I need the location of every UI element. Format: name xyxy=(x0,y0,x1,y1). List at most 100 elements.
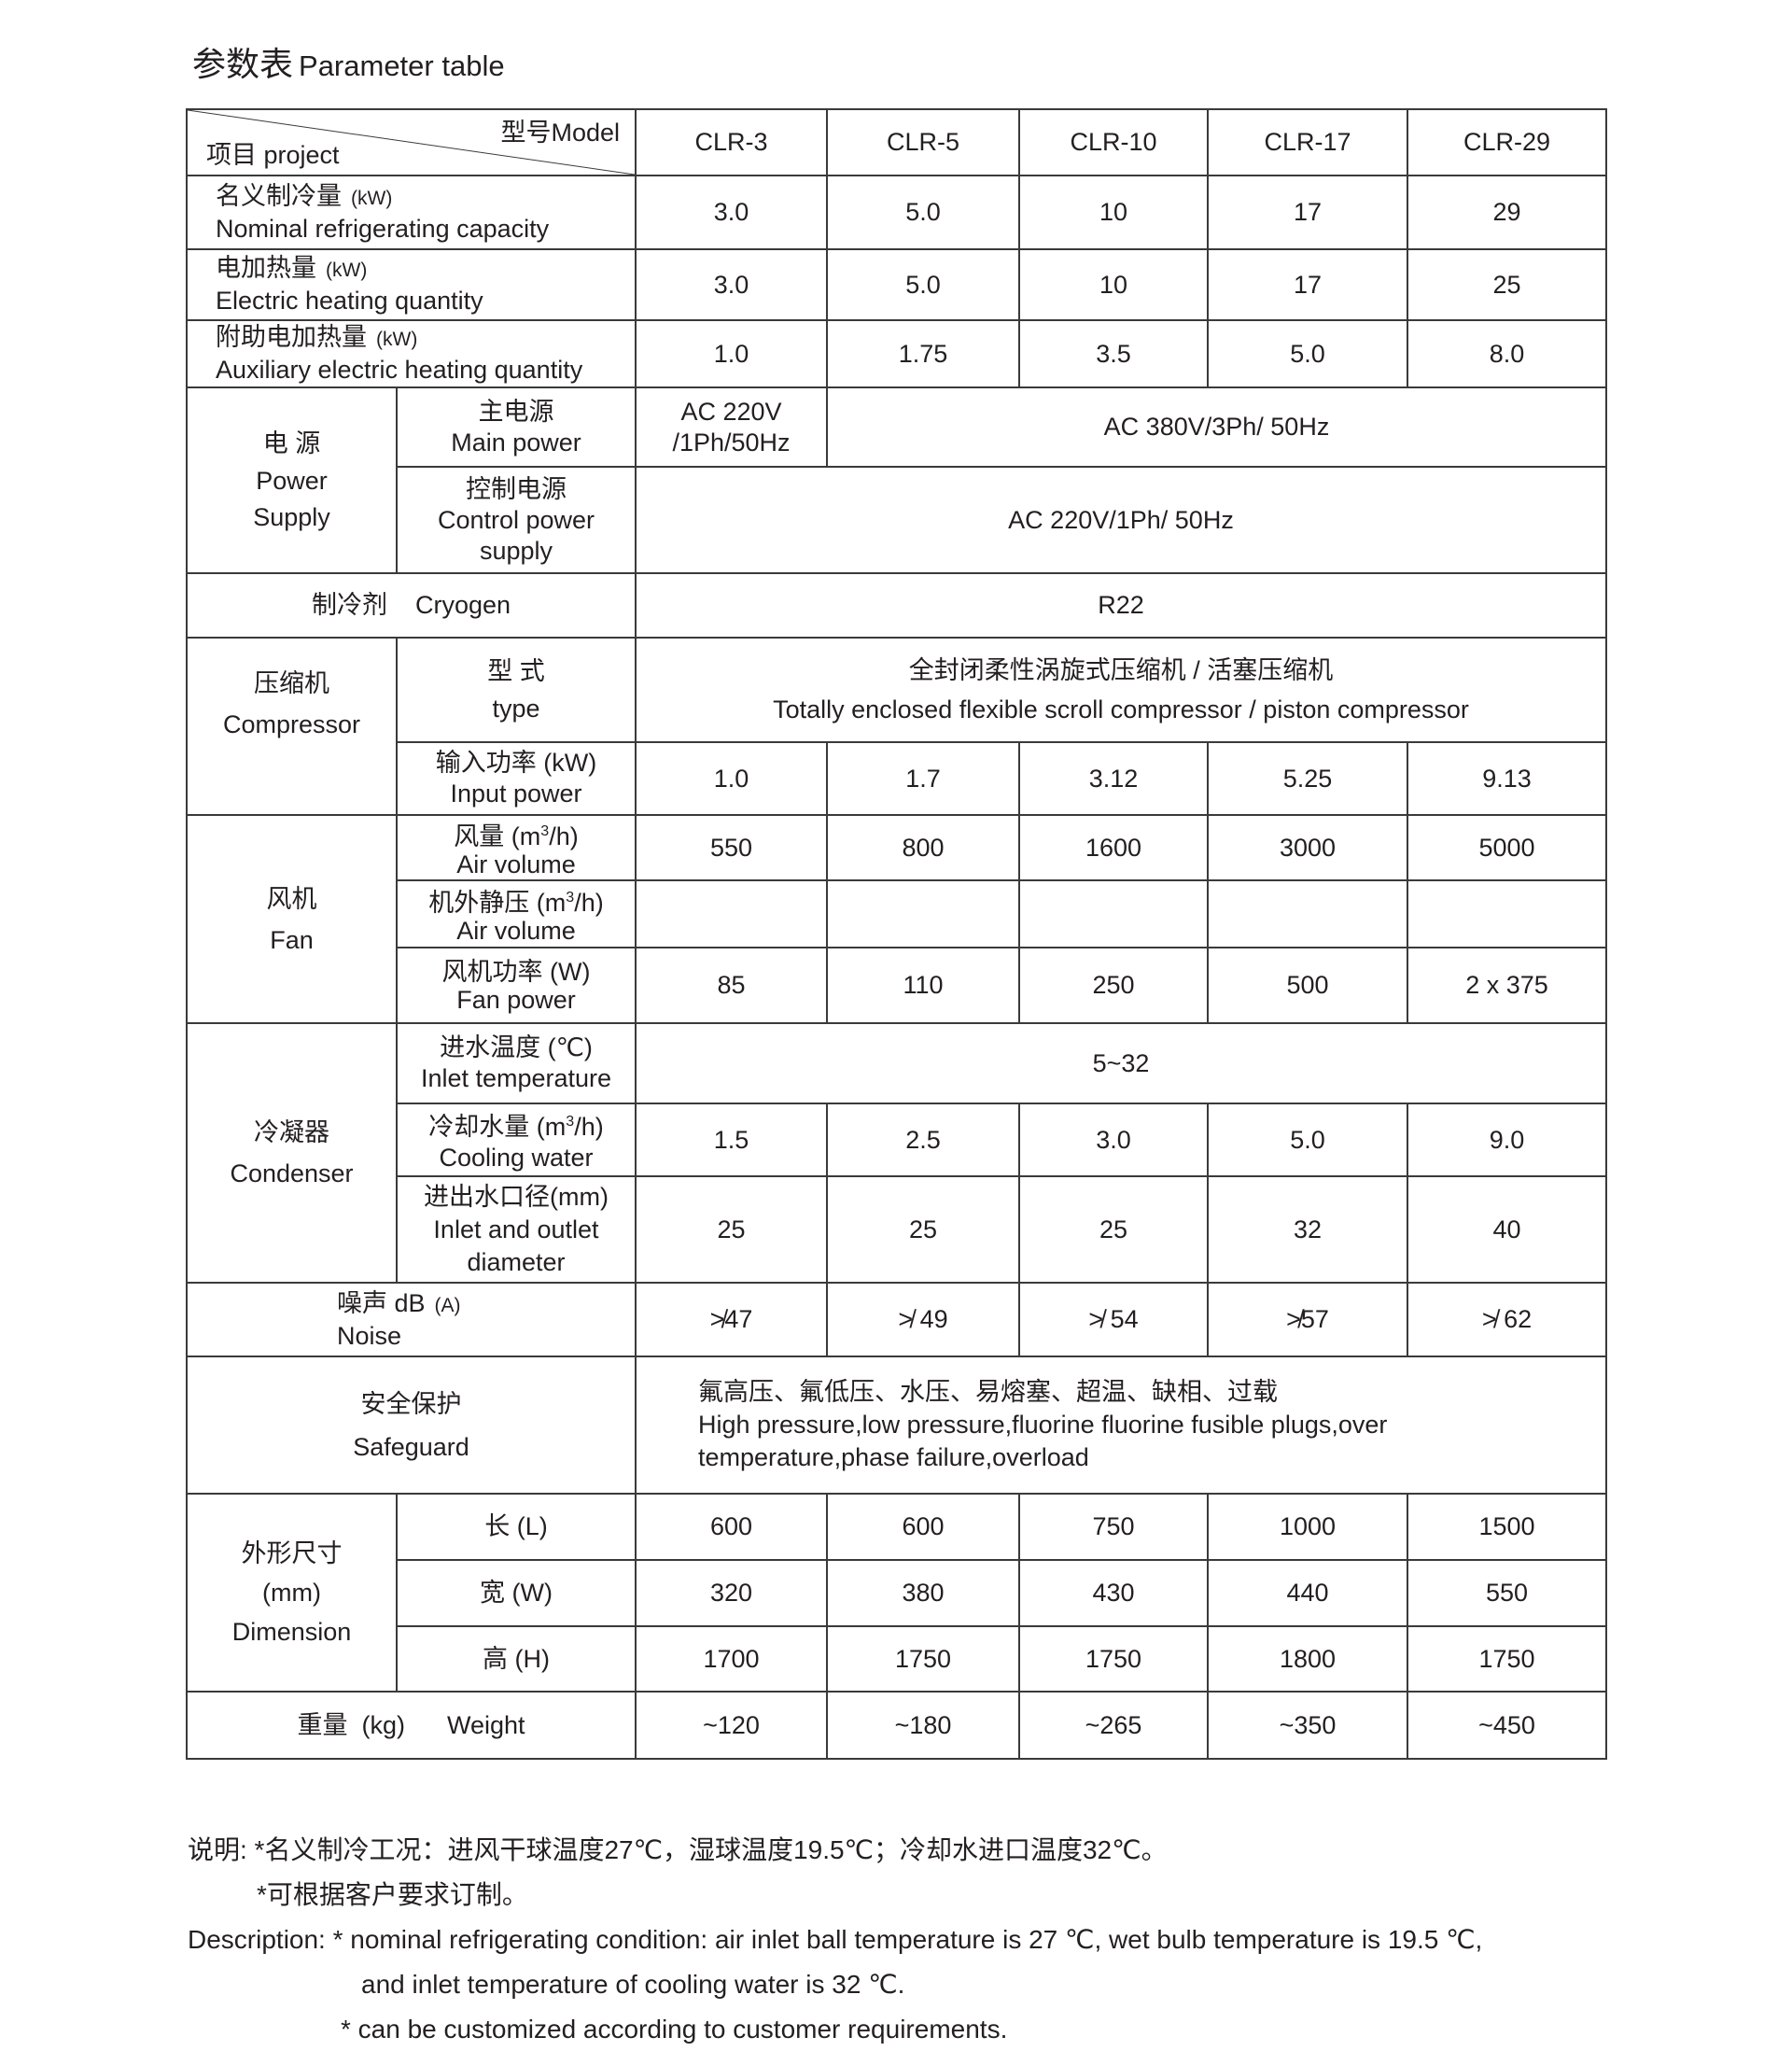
value-cell: 430 xyxy=(1018,1559,1209,1627)
value-cell: ~450 xyxy=(1407,1691,1607,1760)
value-cell: 1.7 xyxy=(826,741,1020,816)
notes: 说明: *名义制冷工况：进风干球温度27℃，湿球温度19.5℃；冷却水进口温度3… xyxy=(188,1835,1483,2044)
row-label: 进出水口径(mm) Inlet and outlet diameter xyxy=(396,1175,637,1284)
model-header: CLR-29 xyxy=(1407,108,1607,176)
value-cell: 3.0 xyxy=(1018,1103,1209,1177)
value-cell: ≯ 49 xyxy=(826,1282,1020,1357)
value-cell: 550 xyxy=(1407,1559,1607,1627)
value-cell: 110 xyxy=(826,947,1020,1024)
row-label: 冷却水量 (m3/h) Cooling water xyxy=(396,1103,637,1177)
value-cell: 1.0 xyxy=(635,319,828,388)
inlet-temperature-row: 冷凝器 Condenser 进水温度 (℃) Inlet temperature 5… xyxy=(186,1022,1607,1284)
value-cell: 1500 xyxy=(1407,1493,1607,1561)
value-cell: 25 xyxy=(1018,1175,1209,1284)
value-cell: 9.13 xyxy=(1407,741,1607,816)
value-cell: 440 xyxy=(1207,1559,1408,1627)
value-cell: 10 xyxy=(1018,175,1209,250)
cooling-water-row: 冷却水量 (m3/h) Cooling water 1.5 2.5 3.0 5.0 9.0 xyxy=(187,1103,1607,1177)
value-cell: ~350 xyxy=(1207,1691,1408,1760)
value-cell xyxy=(635,879,828,948)
value-cell: 氟高压、氟低压、水压、易熔塞、超温、缺相、过载 High pressure,low… xyxy=(635,1356,1607,1495)
air-volume-row: 风机 Fan 风量 (m3/h) Air volume 550 800 1600 3000… xyxy=(186,814,1607,1024)
value-cell xyxy=(1407,879,1607,948)
compressor-type-row: 压缩机 Compressor 型 式 type 全封闭柔性涡旋式压缩机 / 活塞压缩… xyxy=(186,637,1607,816)
static-pressure-row: 机外静压 (m3/h) Air volume xyxy=(187,879,1607,948)
value-cell: 1.75 xyxy=(826,319,1020,388)
value-cell: ~180 xyxy=(826,1691,1020,1760)
value-cell: 1000 xyxy=(1207,1493,1408,1561)
value-cell: AC 380V/3Ph/ 50Hz xyxy=(826,386,1607,468)
weight-row: 重量 (kg) Weight ~120 ~180 ~265 ~350 ~450 xyxy=(186,1691,1607,1760)
value-cell: 1750 xyxy=(826,1625,1020,1693)
cooling-row: 名义制冷量 (kW) Nominal refrigerating capacity … xyxy=(186,175,1607,250)
row-label: 附助电加热量 (kW) Auxiliary electric heating qua… xyxy=(186,319,637,388)
value-cell: 3.5 xyxy=(1018,319,1209,388)
value-cell: 550 xyxy=(635,814,828,881)
length-row: 外形尺寸 (mm) Dimension 长 (L) 600 600 750 1000 150… xyxy=(186,1493,1607,1693)
value-cell: 250 xyxy=(1018,947,1209,1024)
cryogen-row: 制冷剂 Cryogen R22 xyxy=(186,572,1607,639)
row-label: 风量 (m3/h) Air volume xyxy=(396,814,637,881)
value-cell: 29 xyxy=(1407,175,1607,250)
value-cell: R22 xyxy=(635,572,1607,639)
fan-power-row: 风机功率 (W) Fan power 85 110 250 500 2 x 375 xyxy=(187,947,1607,1024)
value-cell: 40 xyxy=(1407,1175,1607,1284)
input-power-row: 输入功率 (kW) Input power 1.0 1.7 3.12 5.25 9.13 xyxy=(187,741,1607,816)
value-cell: 10 xyxy=(1018,248,1209,321)
heating-row: 电加热量 (kW) Electric heating quantity 3.0 5.0… xyxy=(186,248,1607,321)
row-label: 电加热量 (kW) Electric heating quantity xyxy=(186,248,637,321)
value-cell: 25 xyxy=(826,1175,1020,1284)
value-cell: 17 xyxy=(1207,248,1408,321)
value-cell: 32 xyxy=(1207,1175,1408,1284)
row-label: 高 (H) xyxy=(396,1625,637,1693)
row-label: 制冷剂 Cryogen xyxy=(186,572,637,639)
row-label: 进水温度 (℃) Inlet temperature xyxy=(396,1022,637,1104)
control-power-row: 控制电源 Control power supply AC 220V/1Ph/ 50H… xyxy=(187,466,1607,574)
header-row: 型号Model 项目 project CLR-3 CLR-5 CLR-10 CL… xyxy=(186,108,1607,176)
main-power-label: 主电源 Main power xyxy=(396,386,637,468)
value-cell: 1750 xyxy=(1407,1625,1607,1693)
row-label: 输入功率 (kW) Input power xyxy=(396,741,637,816)
value-cell: 2 x 375 xyxy=(1407,947,1607,1024)
value-cell: 1.5 xyxy=(635,1103,828,1177)
value-cell: 1600 xyxy=(1018,814,1209,881)
value-cell: ~265 xyxy=(1018,1691,1209,1760)
value-cell: 5.0 xyxy=(1207,1103,1408,1177)
aux-heating-row: 附助电加热量 (kW) Auxiliary electric heating qua… xyxy=(186,319,1607,388)
model-header: CLR-17 xyxy=(1207,108,1408,176)
value-cell: 800 xyxy=(826,814,1020,881)
value-cell: ≯ 54 xyxy=(1018,1282,1209,1357)
value-cell: ≯47 xyxy=(635,1282,828,1357)
value-cell: AC 220V/1Ph/50Hz xyxy=(635,386,828,468)
value-cell xyxy=(1207,879,1408,948)
type-label: 型 式 type xyxy=(396,637,637,743)
value-cell: 600 xyxy=(635,1493,828,1561)
value-cell: 25 xyxy=(635,1175,828,1284)
value-cell: 5.0 xyxy=(826,175,1020,250)
value-cell: 8.0 xyxy=(1407,319,1607,388)
condenser-label: 冷凝器 Condenser xyxy=(186,1022,398,1284)
value-cell: 5~32 xyxy=(635,1022,1607,1104)
value-cell: ≯57 xyxy=(1207,1282,1408,1357)
main-power-row: 电 源 Power Supply 主电源 Main power AC 220V/1Ph… xyxy=(186,386,1607,574)
value-cell: 5.25 xyxy=(1207,741,1408,816)
power-supply-label: 电 源 Power Supply xyxy=(186,386,398,574)
row-label: 宽 (W) xyxy=(396,1559,637,1627)
value-cell: 3000 xyxy=(1207,814,1408,881)
control-power-label: 控制电源 Control power supply xyxy=(396,466,637,574)
value-cell: 1.0 xyxy=(635,741,828,816)
value-cell: 3.12 xyxy=(1018,741,1209,816)
value-cell: 17 xyxy=(1207,175,1408,250)
value-cell: 1800 xyxy=(1207,1625,1408,1693)
value-cell: 5.0 xyxy=(826,248,1020,321)
height-row: 高 (H) 1700 1750 1750 1800 1750 xyxy=(187,1625,1607,1693)
row-label: 噪声 dB (A) Noise xyxy=(186,1282,637,1357)
safeguard-row: 安全保护 Safeguard 氟高压、氟低压、水压、易熔塞、超温、缺相、过载 Hig… xyxy=(186,1356,1607,1495)
value-cell: 380 xyxy=(826,1559,1020,1627)
value-cell: 25 xyxy=(1407,248,1607,321)
value-cell: 600 xyxy=(826,1493,1020,1561)
model-header: CLR-5 xyxy=(826,108,1020,176)
value-cell: 500 xyxy=(1207,947,1408,1024)
value-cell xyxy=(1018,879,1209,948)
value-cell: 5000 xyxy=(1407,814,1607,881)
